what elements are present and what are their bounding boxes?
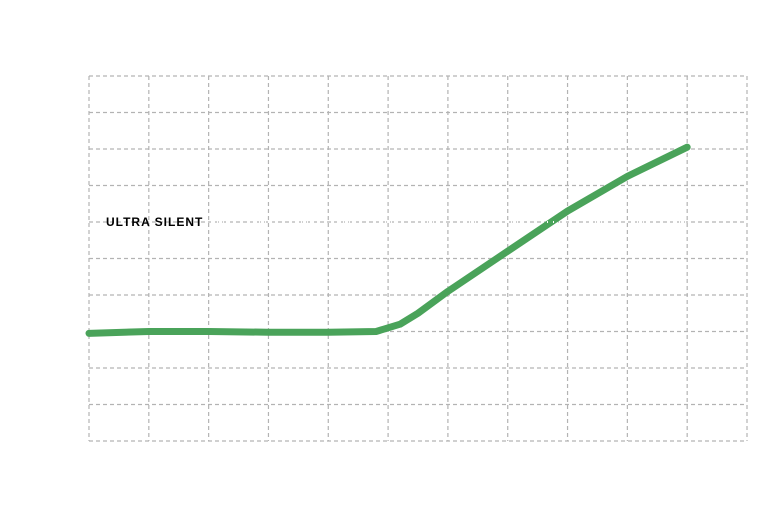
data-line <box>85 143 691 337</box>
marks: ULTRA SILENT <box>85 143 691 337</box>
grid <box>88 75 748 442</box>
annotation: ULTRA SILENT <box>106 215 203 229</box>
